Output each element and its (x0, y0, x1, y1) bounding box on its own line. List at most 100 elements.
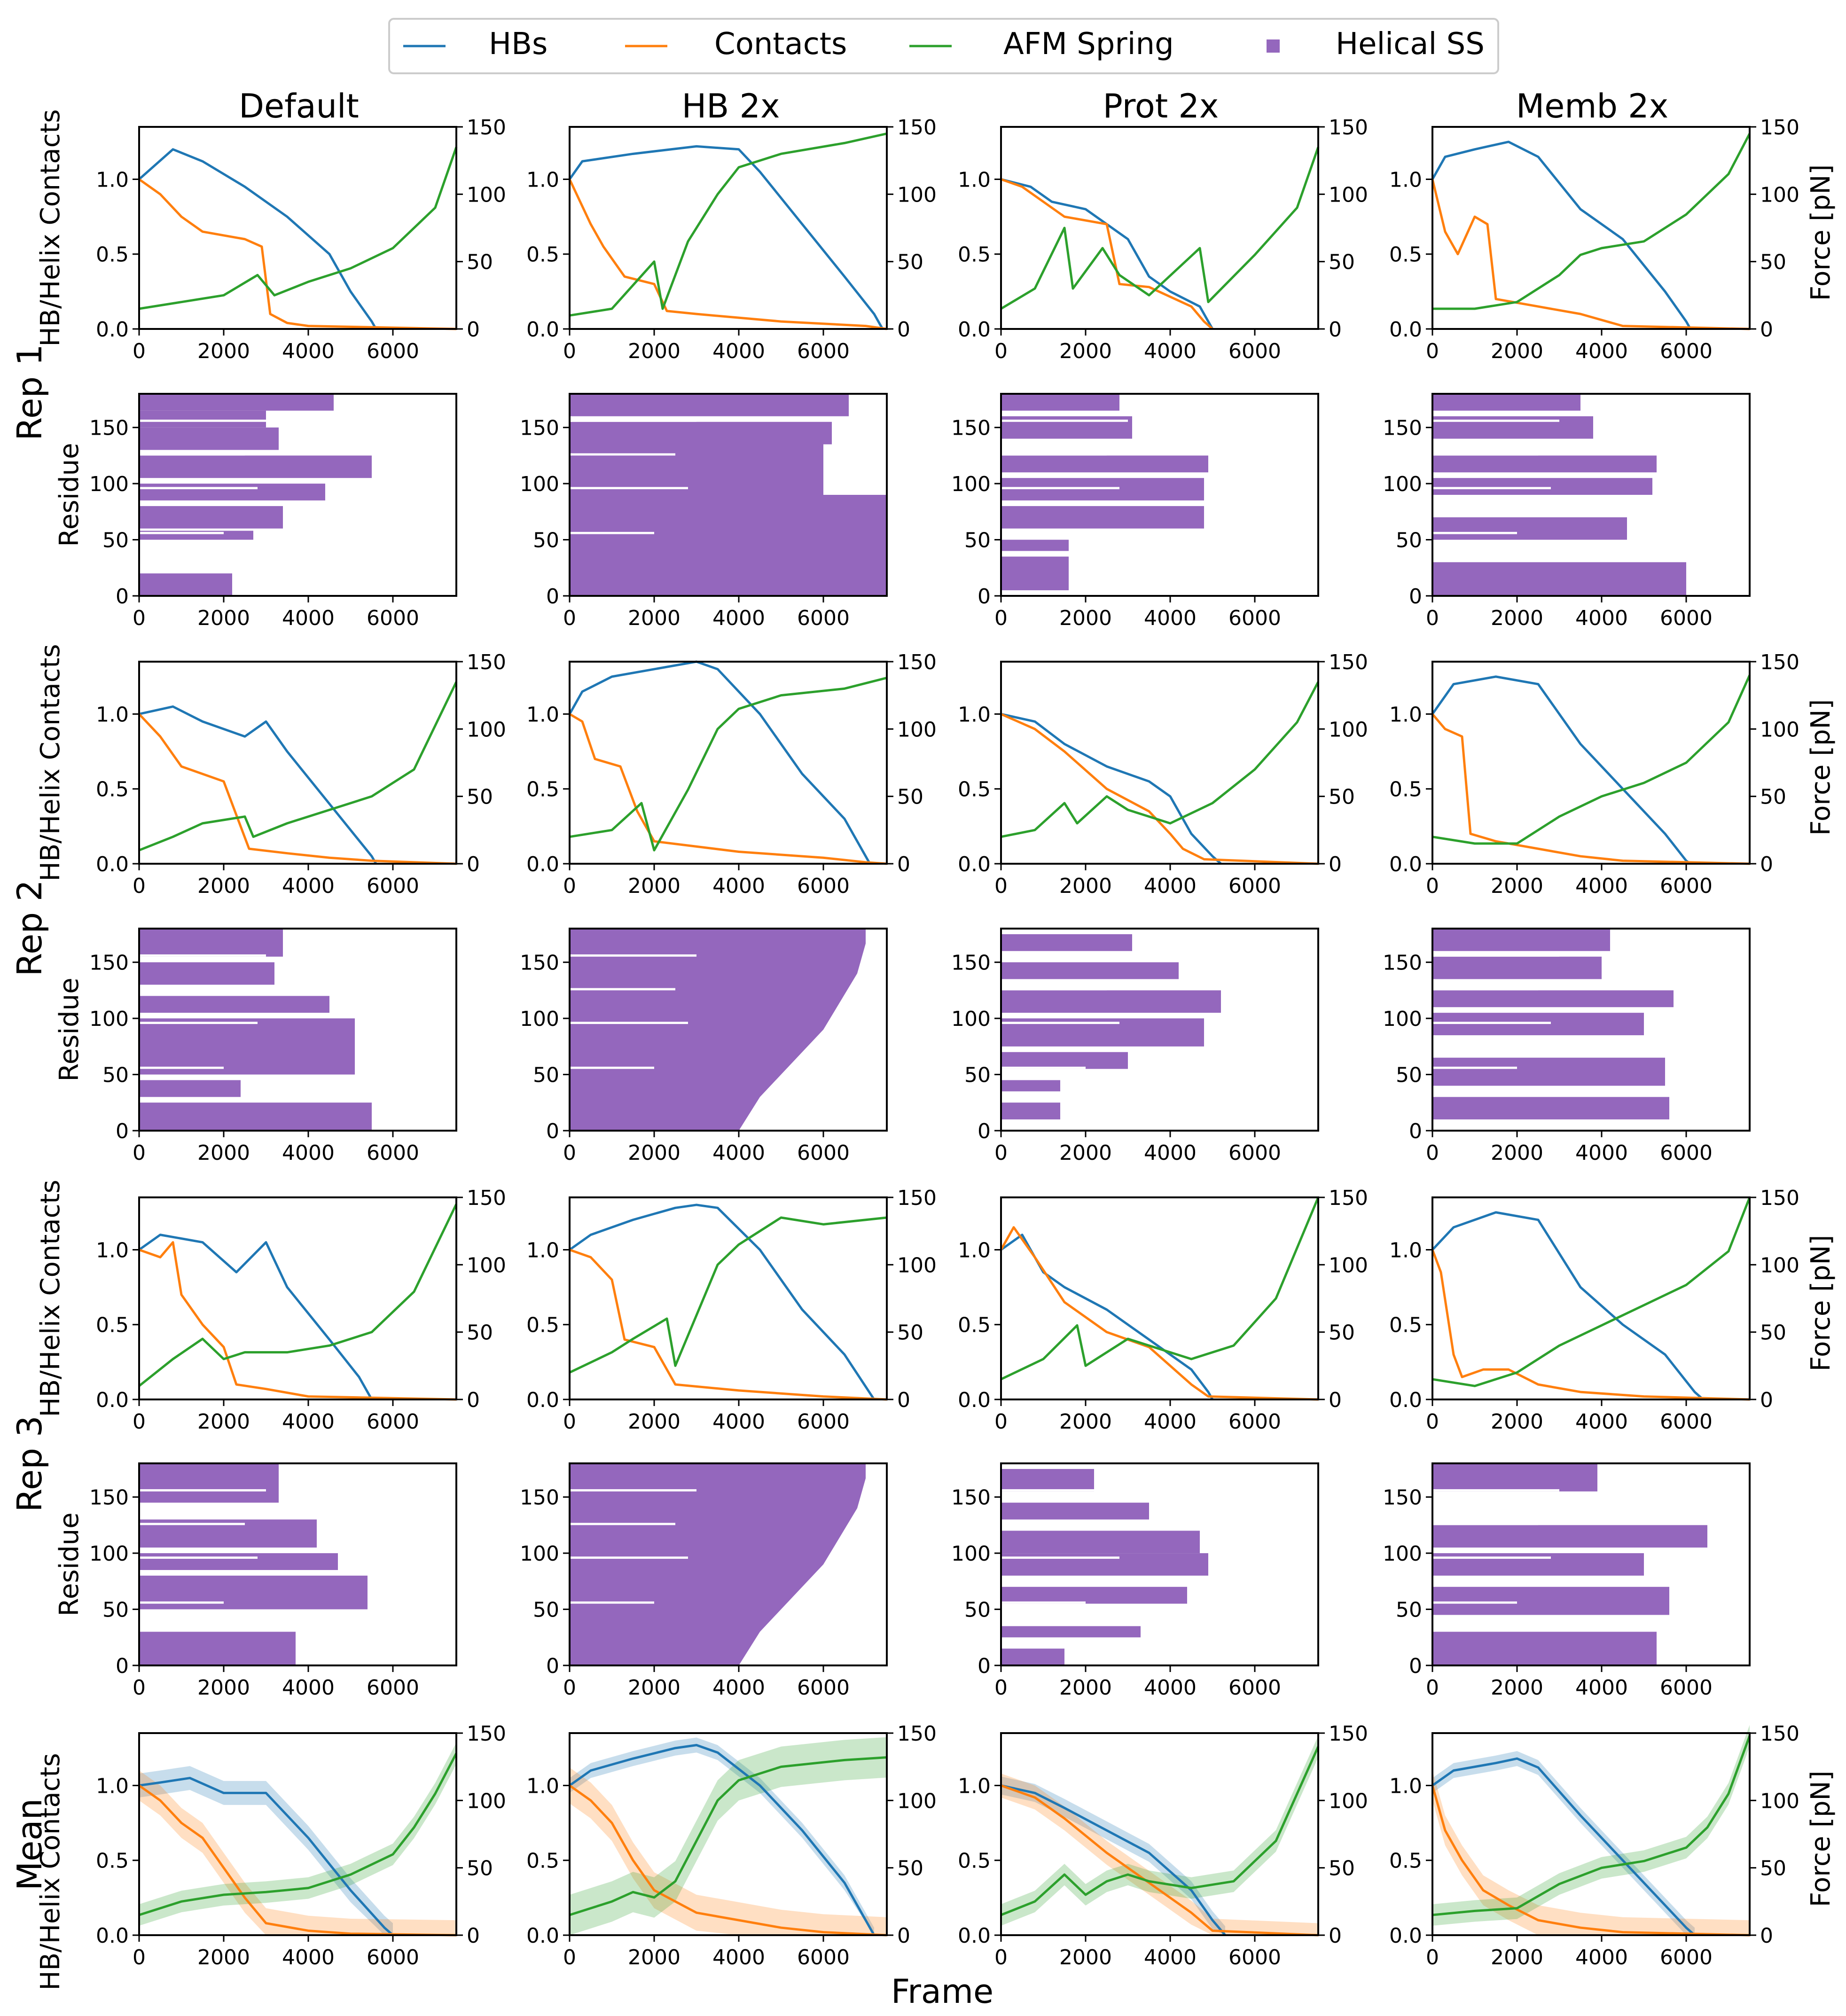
residue-tick-label: 0 (116, 585, 129, 609)
helical-block (1432, 929, 1610, 951)
series-afm (569, 1756, 887, 1916)
right-tick-label: 150 (467, 1722, 506, 1746)
helical-block (1001, 556, 1069, 591)
helical-gap (570, 1066, 654, 1069)
helical-gap (1001, 954, 1128, 957)
x-tick-label: 2000 (1059, 1141, 1112, 1165)
right-tick-label: 100 (897, 718, 937, 742)
x-tick-label: 4000 (282, 1946, 335, 1969)
series-afm (569, 132, 887, 317)
left-tick-label: 1.0 (526, 1774, 559, 1798)
residue-tick-label: 100 (89, 1007, 129, 1031)
left-tick-label: 0.0 (958, 1388, 991, 1412)
helical-block (570, 394, 849, 416)
helical-block (139, 929, 283, 957)
left-tick-label: 1.0 (958, 1238, 991, 1262)
residue-tick-label: 0 (546, 1119, 559, 1143)
residue-tick-label: 100 (89, 1542, 129, 1566)
x-tick-label: 2000 (197, 339, 250, 363)
x-tick-label: 6000 (1660, 1676, 1713, 1700)
line-panel-r1-c3: 0 2000 4000 6000 0.0 0.5 1.0 0 50 100 150 (958, 116, 1368, 363)
right-tick-label: 100 (1760, 183, 1799, 207)
axes-frame (138, 126, 457, 330)
x-tick-label: 0 (563, 1410, 576, 1434)
right-tick-label: 0 (897, 1388, 910, 1412)
series-contacts (569, 1249, 887, 1401)
x-tick-label: 6000 (797, 1676, 850, 1700)
residue-tick-label: 100 (951, 1007, 991, 1031)
x-tick-label: 6000 (797, 1946, 850, 1969)
line-panel-r4-c2: 0 2000 4000 6000 0.0 0.5 1.0 0 50 100 150 (526, 1722, 937, 1969)
series-hbs (569, 1743, 876, 1936)
x-tick-label: 6000 (1660, 1141, 1713, 1165)
x-tick-label: 0 (994, 606, 1008, 630)
x-tick-label: 6000 (1660, 606, 1713, 630)
x-tick-label: 0 (1426, 1676, 1439, 1700)
helical-gap (139, 1489, 266, 1492)
residue-tick-label: 50 (533, 1598, 559, 1622)
axes-frame (138, 928, 457, 1132)
left-tick-label: 0.0 (958, 318, 991, 342)
x-tick-label: 2000 (1059, 1946, 1112, 1969)
residue-tick-label: 100 (951, 472, 991, 496)
x-tick-label: 0 (133, 874, 146, 898)
series-hbs (139, 1777, 394, 1936)
helical-block (1001, 539, 1069, 551)
right-tick-label: 50 (897, 1321, 923, 1345)
series-hbs (1431, 1757, 1696, 1936)
row-label-rep1: Rep 1 (10, 344, 49, 441)
helical-block (1001, 990, 1221, 1013)
left-tick-label: 1.0 (958, 703, 991, 727)
helical-gap (1432, 988, 1538, 991)
right-tick-label: 150 (467, 650, 506, 674)
left-tick-label: 1.0 (96, 703, 129, 727)
right-axis-label: Force [pN] (1806, 164, 1836, 301)
axes-frame (138, 1196, 457, 1400)
x-tick-label: 2000 (628, 1676, 681, 1700)
x-tick-label: 4000 (1575, 874, 1628, 898)
helical-block (139, 1632, 296, 1665)
right-tick-label: 0 (1760, 318, 1773, 342)
left-tick-label: 1.0 (958, 168, 991, 192)
left-tick-label: 0.0 (526, 1924, 559, 1948)
residue-panel-r2-c3: 0 2000 4000 6000 0 50 100 150 (951, 928, 1319, 1165)
series-hbs (1001, 178, 1214, 330)
helical-gap (1432, 954, 1559, 957)
axes-frame (1431, 393, 1751, 597)
right-tick-label: 0 (1329, 318, 1342, 342)
axes-frame (1000, 928, 1319, 1132)
right-tick-label: 50 (1329, 1857, 1355, 1881)
mean-band-afm (1432, 1725, 1750, 1926)
residue-axis-label: Residue (54, 1512, 85, 1616)
helical-gap (1001, 988, 1107, 991)
residue-tick-label: 0 (978, 1119, 991, 1143)
x-tick-label: 6000 (1228, 1676, 1281, 1700)
helical-block (139, 996, 329, 1013)
right-tick-label: 100 (897, 1253, 937, 1277)
axes-frame (1431, 928, 1751, 1132)
helical-gap (570, 419, 696, 422)
helical-block (139, 484, 325, 500)
x-tick-label: 2000 (1491, 606, 1543, 630)
x-tick-label: 2000 (1491, 1141, 1543, 1165)
helical-gap (139, 487, 258, 490)
row-label-rep2: Rep 2 (10, 880, 49, 977)
right-tick-label: 50 (1760, 250, 1786, 274)
line-panel-r4-c4: 0 2000 4000 6000 0.0 0.5 1.0 0 50 100 150 Force [pN… (1389, 1722, 1836, 1969)
axes-frame (1000, 1732, 1319, 1936)
x-tick-label: 0 (563, 874, 576, 898)
helical-block (1001, 1531, 1200, 1554)
right-tick-label: 0 (1329, 1388, 1342, 1412)
helical-edge-mask (739, 1463, 887, 1665)
x-tick-label: 2000 (1059, 874, 1112, 898)
axes-frame (569, 928, 888, 1132)
x-tick-label: 2000 (1059, 606, 1112, 630)
series-contacts (569, 713, 887, 865)
right-tick-label: 100 (897, 183, 937, 207)
helical-gap (139, 453, 245, 456)
series-contacts (1431, 713, 1750, 865)
right-tick-label: 150 (897, 116, 937, 140)
series-contacts (1431, 179, 1750, 330)
left-tick-label: 0.5 (526, 1313, 559, 1337)
x-tick-label: 4000 (1144, 1946, 1197, 1969)
